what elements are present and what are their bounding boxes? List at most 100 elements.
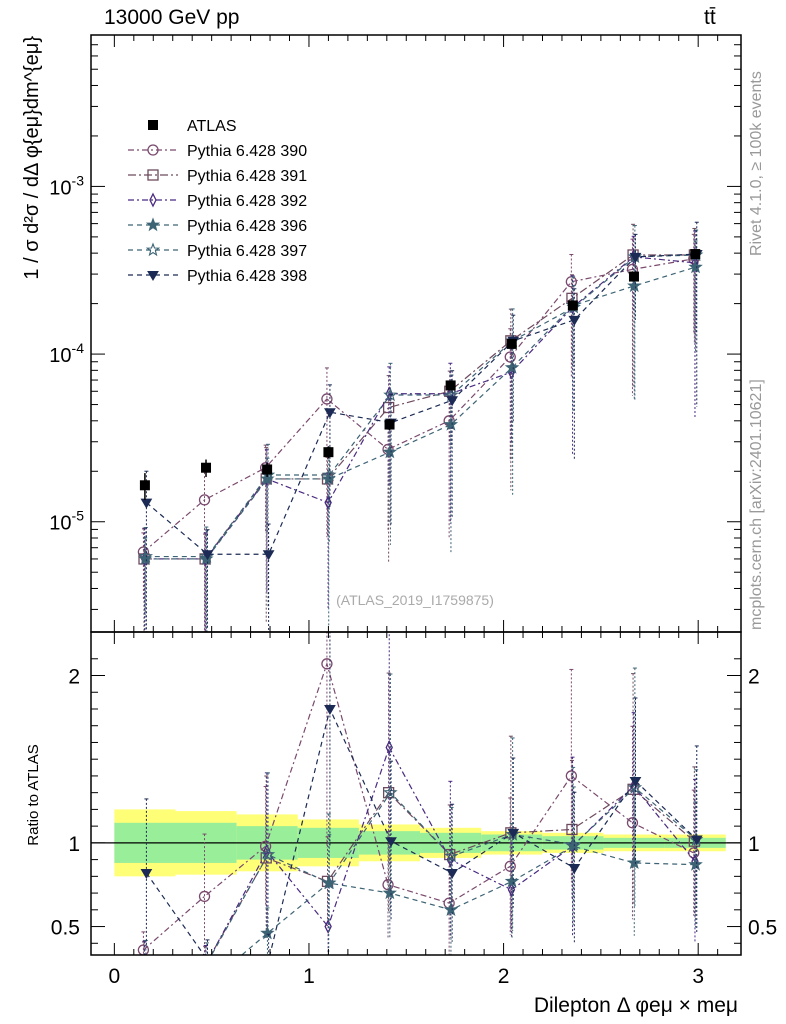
energy-label: 13000 GeV pp xyxy=(104,6,240,29)
marker-star xyxy=(138,549,153,563)
marker-triangle xyxy=(201,550,214,561)
legend-entry: ATLAS xyxy=(187,118,237,135)
marker-triangle xyxy=(203,957,213,966)
ratio-tick-label-left: 2 xyxy=(68,666,80,689)
marker-star xyxy=(382,885,397,900)
marker-star xyxy=(688,856,703,871)
marker-square xyxy=(323,447,334,458)
marker-star xyxy=(504,359,520,374)
marker-triangle xyxy=(262,550,275,561)
marker-triangle xyxy=(446,868,459,879)
series-ratio-line xyxy=(145,707,698,955)
legend xyxy=(128,120,178,281)
y-tick-label: 10-3 xyxy=(49,172,84,199)
marker-circle xyxy=(626,817,639,829)
marker-square xyxy=(628,271,639,282)
marker-triangle xyxy=(385,837,397,848)
marker-star xyxy=(444,848,459,863)
marker-triangle xyxy=(629,252,642,263)
marker-triangle xyxy=(507,828,520,839)
marker-diamond xyxy=(385,740,393,755)
series-line xyxy=(145,266,696,560)
marker-circle xyxy=(382,879,394,891)
marker-star xyxy=(443,416,459,431)
x-tick-label: 3 xyxy=(692,965,704,988)
marker-square xyxy=(139,960,149,970)
marker-square xyxy=(445,380,456,391)
mcplots-label: mcplots.cern.ch [arXiv:2401.10621] xyxy=(748,379,765,630)
marker-diamond xyxy=(149,192,157,208)
marker-star xyxy=(145,217,161,232)
marker-square xyxy=(384,419,395,430)
marker-star xyxy=(443,902,459,916)
marker-square xyxy=(690,249,701,260)
marker-circle xyxy=(504,351,516,363)
marker-circle xyxy=(321,393,333,405)
legend-entry: Pythia 6.428 397 xyxy=(187,243,307,260)
series-ratio-line xyxy=(210,788,695,955)
marker-circle xyxy=(147,144,159,156)
marker-triangle xyxy=(446,396,459,407)
y-tick-label: 10-4 xyxy=(49,340,84,367)
legend-entry: Pythia 6.428 396 xyxy=(187,218,307,235)
rivet-version-label: Rivet 4.1.0, ≥ 100k events xyxy=(748,71,765,256)
ratio-tick-label-left: 1 xyxy=(68,833,80,856)
marker-triangle xyxy=(147,271,159,281)
marker-star xyxy=(382,444,397,459)
ratio-y-axis-label: Ratio to ATLAS xyxy=(25,744,42,845)
marker-star xyxy=(322,875,337,890)
marker-star xyxy=(383,387,398,402)
ratio-tick-label-left: 0.5 xyxy=(51,917,80,940)
marker-triangle xyxy=(568,863,581,874)
marker-star xyxy=(201,957,212,968)
marker-star xyxy=(627,278,642,293)
marker-star xyxy=(627,779,643,794)
main-panel-series xyxy=(137,221,704,632)
series-line xyxy=(145,254,697,558)
marker-square xyxy=(506,338,517,349)
marker-square xyxy=(139,480,150,491)
y-axis-label: 1 / σ d²σ / dΔ φ{eμ}dm^{eμ} xyxy=(21,36,43,280)
legend-entry: Pythia 6.428 391 xyxy=(187,168,307,185)
ratio-tick-label-right: 1 xyxy=(748,833,760,856)
ratio-tick-label-right: 0.5 xyxy=(748,917,777,940)
marker-star xyxy=(627,855,642,870)
marker-triangle xyxy=(324,704,336,715)
marker-triangle xyxy=(629,776,642,787)
marker-star xyxy=(566,836,581,851)
marker-triangle xyxy=(140,868,153,879)
marker-square xyxy=(147,169,159,181)
atlas-data-points xyxy=(139,249,701,500)
marker-star xyxy=(260,925,275,940)
marker-diamond xyxy=(324,495,332,511)
marker-diamond xyxy=(203,959,209,971)
series-line xyxy=(143,258,694,553)
marker-diamond xyxy=(324,919,332,935)
analysis-id-label: (ATLAS_2019_I1759875) xyxy=(336,592,494,608)
marker-triangle xyxy=(324,408,336,419)
ratio-panel-series xyxy=(137,632,704,990)
x-tick-label: 0 xyxy=(109,965,121,988)
series-line xyxy=(144,254,695,560)
x-axis-label: Dilepton Δ φeμ × meμ xyxy=(534,994,738,1017)
marker-star xyxy=(145,242,161,257)
series-line xyxy=(146,253,697,555)
marker-diamond xyxy=(142,959,148,971)
legend-entry: Pythia 6.428 398 xyxy=(187,268,307,285)
marker-star xyxy=(688,259,703,274)
marker-star xyxy=(383,785,398,799)
marker-square xyxy=(201,462,212,473)
marker-star xyxy=(504,873,520,888)
marker-circle xyxy=(565,770,578,782)
series-ratio-line xyxy=(143,661,695,951)
marker-square xyxy=(262,464,273,475)
marker-triangle xyxy=(264,957,274,966)
marker-star xyxy=(140,979,151,990)
ratio-tick-label-right: 2 xyxy=(748,666,760,689)
marker-circle xyxy=(198,494,211,506)
ratio-frame xyxy=(90,631,742,956)
marker-square xyxy=(567,300,578,311)
marker-square xyxy=(566,823,578,836)
series-line xyxy=(144,256,696,560)
